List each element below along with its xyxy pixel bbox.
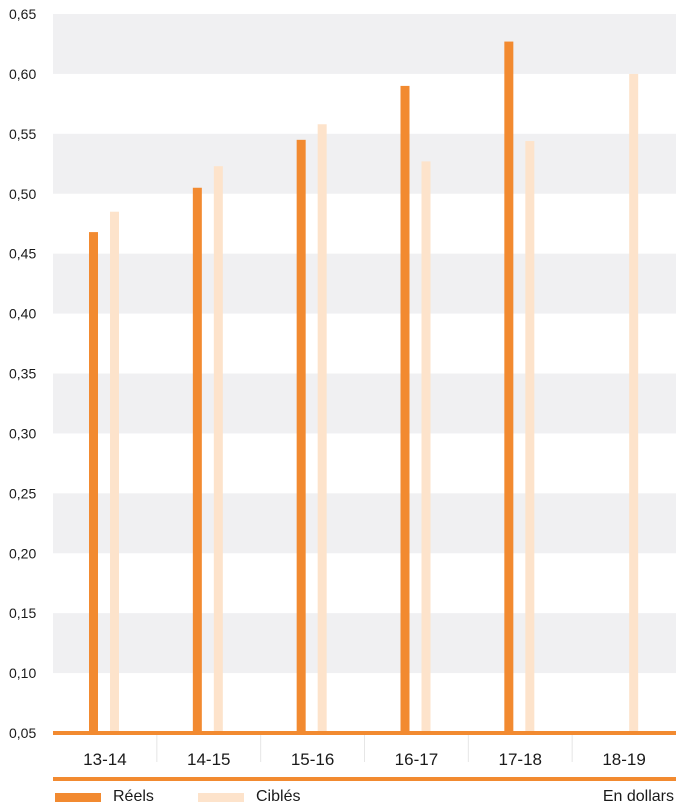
grid-band (53, 613, 676, 674)
grid-band (53, 493, 676, 554)
grid-band (53, 373, 676, 434)
x-tick-label: 18-19 (602, 750, 645, 769)
legend-swatch-reels (55, 792, 101, 802)
bar-cibles (525, 141, 535, 734)
x-tick-label: 14-15 (187, 750, 230, 769)
bar-cibles (110, 211, 119, 734)
legend-label-reels: Réels (113, 788, 154, 805)
bar-reels (296, 139, 306, 733)
y-tick-label: 0,20 (9, 545, 36, 561)
bar-reels (89, 232, 98, 733)
legend-item-reels: Réels (55, 788, 154, 806)
bar-chart: 0,05 0,10 0,15 0,20 0,25 0,30 0,35 0,40 0,45 0,50… (9, 6, 676, 781)
y-tick-label: 0,40 (9, 306, 36, 322)
legend-swatch-cibles (198, 792, 244, 802)
bar-cibles (421, 161, 431, 733)
y-tick-label: 0,15 (9, 605, 36, 621)
y-tick-label: 0,30 (9, 425, 36, 441)
category-divider (571, 735, 573, 762)
y-tick-label: 0,25 (9, 485, 36, 501)
category-divider (156, 735, 158, 762)
grid-band (53, 14, 676, 74)
x-axis-line (53, 731, 676, 735)
legend-item-cibles: Ciblés (198, 788, 300, 806)
bar-reels (504, 41, 514, 734)
x-tick-label: 13-14 (83, 750, 126, 769)
x-tick-label: 15-16 (291, 750, 334, 769)
x-tick-label: 17-18 (499, 750, 542, 769)
y-tick-label: 0,60 (9, 66, 36, 82)
y-tick-label: 0,45 (9, 246, 36, 262)
bar-cibles (317, 124, 327, 734)
category-divider (364, 735, 365, 762)
background-bands (53, 14, 676, 674)
bottom-rule (53, 777, 676, 781)
y-tick-label: 0,05 (9, 725, 36, 741)
grid-band (53, 133, 676, 194)
bar-cibles (213, 166, 223, 733)
y-tick-label: 0,50 (9, 186, 36, 202)
y-tick-label: 0,35 (9, 366, 36, 382)
bar-cibles (629, 73, 639, 733)
legend: Réels Ciblés En dollars (0, 788, 676, 811)
y-axis-ticks: 0,05 0,10 0,15 0,20 0,25 0,30 0,35 0,40 0,45 0,50… (9, 6, 36, 741)
grid-band (53, 253, 676, 314)
unit-note: En dollars (602, 788, 674, 805)
legend-label-cibles: Ciblés (256, 788, 301, 805)
x-tick-label: 16-17 (395, 750, 438, 769)
bars (89, 41, 639, 734)
x-axis: 13-14 14-15 15-16 16-17 17-18 18-19 (53, 731, 676, 781)
y-tick-label: 0,65 (9, 6, 36, 22)
y-tick-label: 0,10 (9, 665, 36, 681)
category-divider (467, 735, 469, 762)
bar-reels (192, 187, 202, 734)
category-divider (260, 735, 262, 762)
y-tick-label: 0,55 (9, 126, 36, 142)
bar-reels (400, 85, 410, 733)
